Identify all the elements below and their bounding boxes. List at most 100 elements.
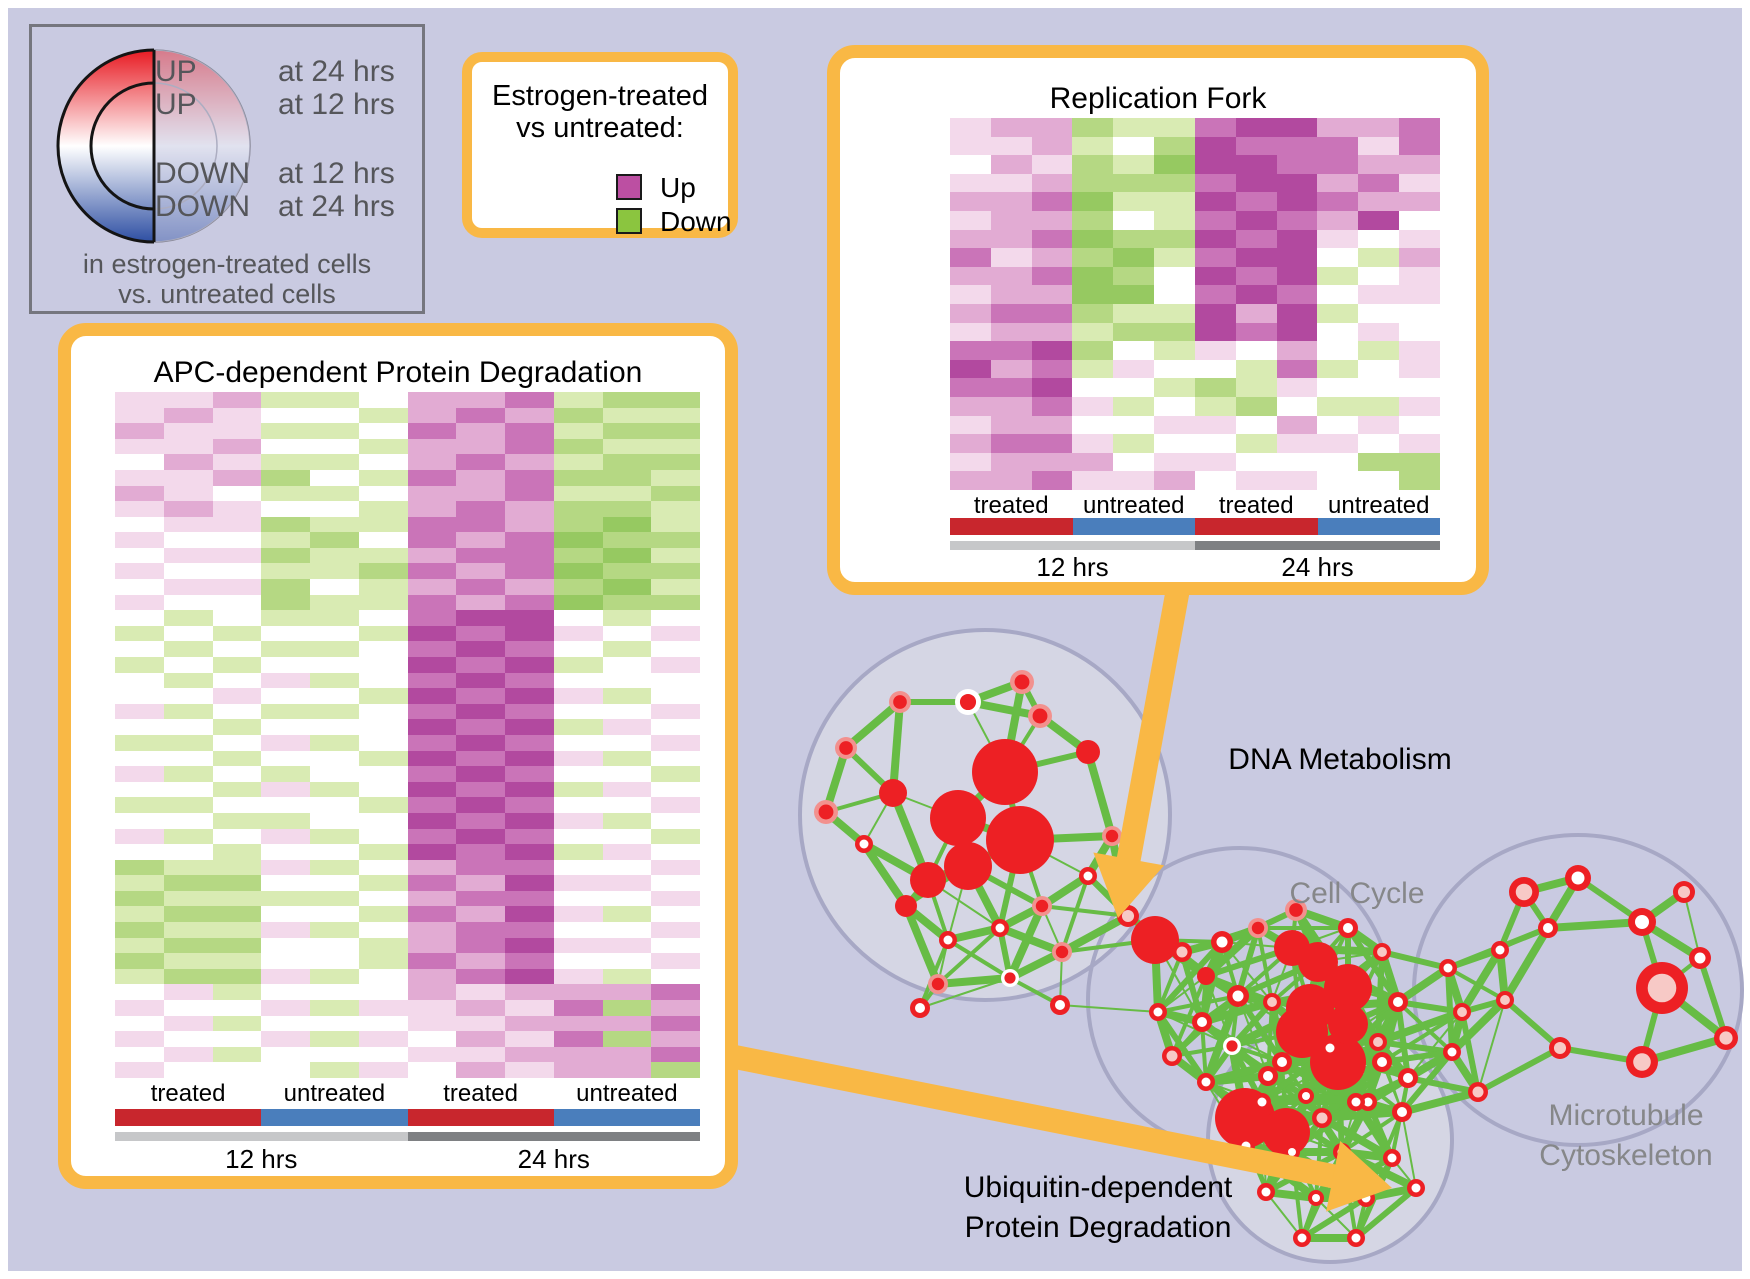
heatmap-cell	[1235, 397, 1277, 416]
heatmap-cell	[602, 641, 652, 658]
heatmap-cell	[553, 594, 603, 611]
heatmap-cell	[456, 1000, 505, 1016]
up-inner-label: UP	[155, 88, 197, 121]
heatmap-cell	[1235, 118, 1277, 137]
heatmap-cell	[1235, 359, 1277, 379]
heatmap-cell	[310, 906, 359, 923]
heatmap-cell	[358, 392, 408, 408]
heatmap-cell	[407, 828, 457, 845]
network-node-core	[1216, 936, 1228, 948]
updown-circle-legend-box: UP at 24 hrs UP at 12 hrs DOWN at 12 hrs…	[29, 24, 425, 314]
network-node-core	[1351, 1233, 1361, 1243]
heatmap-cell	[261, 392, 310, 408]
heatmap-cell	[1031, 136, 1073, 156]
heatmap-cell	[115, 703, 164, 720]
heatmap-cell	[310, 875, 359, 891]
heatmap-cell	[990, 136, 1032, 156]
heatmap-cell	[212, 734, 262, 751]
heatmap-cell	[602, 625, 652, 642]
heatmap-cell	[456, 423, 505, 439]
heatmap-cell	[602, 766, 652, 782]
heatmap-cell	[1358, 192, 1400, 211]
heatmap-cell	[651, 922, 700, 938]
heatmap-cell	[1358, 415, 1400, 435]
heatmap-cell	[407, 1031, 457, 1047]
heatmap-cell	[553, 703, 603, 720]
heatmap-cell	[1194, 155, 1236, 174]
heatmap-cell	[553, 1015, 603, 1032]
heatmap-cell	[1154, 229, 1195, 249]
heatmap-cell	[212, 828, 262, 845]
heatmap-cell	[553, 469, 603, 486]
heatmap-cell	[115, 516, 164, 533]
heatmap-cell	[407, 750, 457, 767]
legend-caption-line1: in estrogen-treated cells	[82, 249, 372, 279]
heatmap-cell	[212, 625, 262, 642]
heatmap-cell	[456, 1031, 505, 1047]
network-node-core	[1312, 1194, 1320, 1202]
heatmap-cell	[407, 423, 457, 439]
heatmap-cell	[651, 797, 700, 813]
heatmap-cell	[115, 532, 164, 548]
heatmap-cell	[1154, 341, 1195, 360]
heatmap-cell	[1358, 471, 1400, 490]
apc-panel-title: APC-dependent Protein Degradation	[153, 356, 643, 389]
heatmap-cell	[310, 922, 359, 938]
heatmap-cell	[310, 392, 359, 408]
heatmap-cell	[407, 407, 457, 424]
heatmap-cell	[115, 641, 164, 658]
heatmap-cell	[115, 594, 164, 611]
heatmap-cell	[1276, 304, 1318, 323]
heatmap-cell	[1276, 136, 1318, 156]
network-edge	[1155, 939, 1225, 1015]
heatmap-cell	[651, 890, 700, 907]
heatmap-cell	[261, 968, 310, 985]
heatmap-cell	[1031, 471, 1073, 490]
heatmap-cell	[1072, 229, 1114, 249]
heatmap-cell	[358, 547, 408, 564]
heatmap-cell	[1276, 434, 1318, 453]
heatmap-cell	[1276, 229, 1318, 249]
heatmap-cell	[407, 547, 457, 564]
heatmap-cell	[115, 953, 164, 969]
heatmap-cell	[456, 563, 505, 580]
heatmap-cell	[651, 485, 700, 502]
network-edge	[1060, 875, 1090, 953]
heatmap-cell	[1113, 341, 1155, 360]
color-key-title-line2: vs untreated:	[516, 112, 684, 144]
heatmap-cell	[505, 438, 554, 455]
heatmap-cell	[950, 471, 991, 490]
heatmap-cell	[212, 890, 262, 907]
heatmap-cell	[505, 641, 554, 658]
network-edge	[843, 698, 903, 752]
network-node-core	[931, 977, 945, 991]
heatmap-cell	[505, 392, 554, 408]
heatmap-cell	[261, 407, 310, 424]
heatmap-cell	[1399, 173, 1440, 193]
heatmap-cell	[261, 501, 310, 517]
network-node-core	[1694, 952, 1706, 964]
heatmap-cell	[651, 937, 700, 954]
network-node-core	[893, 695, 907, 709]
heatmap-cell	[950, 229, 991, 249]
network-node-core	[1226, 1040, 1238, 1052]
heatmap-cell	[553, 485, 603, 502]
heatmap-cell	[1194, 471, 1236, 490]
heatmap-cell	[407, 454, 457, 470]
heatmap-cell	[1031, 155, 1073, 174]
network-edge	[1503, 997, 1562, 1051]
heatmap-cell	[602, 719, 652, 735]
heatmap-cell	[358, 781, 408, 798]
heatmap-cell	[358, 438, 408, 455]
heatmap-cell	[1113, 415, 1155, 435]
network-edge	[1156, 951, 1184, 1013]
heatmap-cell	[990, 341, 1032, 360]
heatmap-cell	[602, 703, 652, 720]
heatmap-cell	[115, 922, 164, 938]
heatmap-cell	[1317, 248, 1359, 267]
heatmap-cell	[212, 563, 262, 580]
heatmap-cell	[358, 532, 408, 548]
heatmap-cell	[950, 452, 991, 472]
heatmap-cell	[407, 516, 457, 533]
heatmap-cell	[163, 610, 213, 626]
